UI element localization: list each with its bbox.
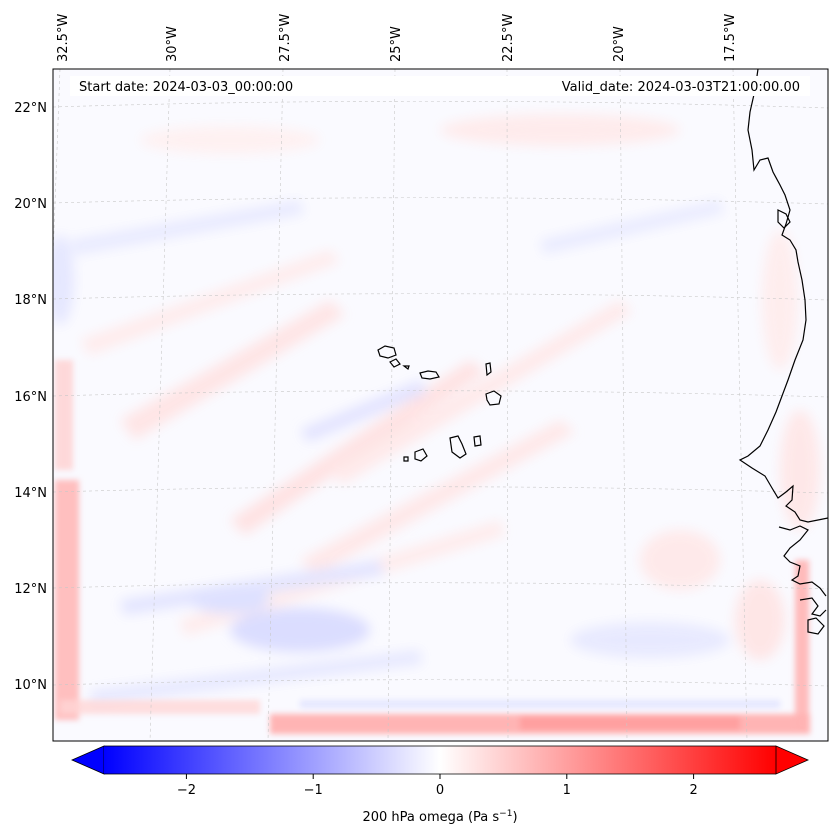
lon-label: 30°W xyxy=(165,26,180,62)
colorbar-tick-label: 0 xyxy=(436,783,444,798)
colorbar-label: 200 hPa omega (Pa s−1) xyxy=(362,809,517,825)
island-sal xyxy=(485,362,492,377)
lat-label: 18°N xyxy=(14,293,47,308)
colorbar-extend-low xyxy=(71,745,105,775)
colorbar-tick-label: 1 xyxy=(563,783,571,798)
island-brava xyxy=(403,456,409,462)
island-santiago xyxy=(449,435,467,459)
lat-label: 22°N xyxy=(14,101,47,116)
lon-label: 32.5°W xyxy=(56,14,71,62)
coastline xyxy=(738,69,828,635)
lon-label: 25°W xyxy=(389,26,404,62)
colorbar-ticks: −2 −1 0 1 2 xyxy=(177,774,698,798)
omega-field xyxy=(53,114,820,734)
map-area: Start date: 2024-03-03_00:00:00 Valid_da… xyxy=(52,68,829,742)
lat-label: 10°N xyxy=(14,678,47,693)
island-sao-nicolau xyxy=(419,370,440,380)
island-santa-luzia xyxy=(402,365,410,370)
start-date-label: Start date: 2024-03-03_00:00:00 xyxy=(79,80,293,95)
latitude-labels: 22°N 20°N 18°N 16°N 14°N 12°N 10°N xyxy=(14,101,47,693)
colorbar-tick-label: 2 xyxy=(689,783,697,798)
graticule xyxy=(53,69,828,741)
island-boa-vista xyxy=(485,390,502,406)
colorbar: −2 −1 0 1 2 200 hPa omega (Pa s−1) xyxy=(71,745,809,825)
colorbar-body xyxy=(104,746,776,774)
colorbar-extend-high xyxy=(775,745,809,775)
lon-label: 20°W xyxy=(612,26,627,62)
island-sao-vicente xyxy=(389,358,401,368)
island-maio xyxy=(473,435,482,447)
colorbar-tick-label: −2 xyxy=(177,783,196,798)
island-santo-antao xyxy=(377,345,397,359)
lon-label: 17.5°W xyxy=(723,14,738,62)
cape-verde-islands xyxy=(377,345,502,462)
colorbar-tick-label: −1 xyxy=(304,783,323,798)
island-fogo xyxy=(414,448,428,462)
valid-date-label: Valid_date: 2024-03-03T21:00:00.00 xyxy=(562,80,800,95)
longitude-labels: 32.5°W 30°W 27.5°W 25°W 22.5°W 20°W 17.5… xyxy=(56,14,738,62)
lat-label: 12°N xyxy=(14,582,47,597)
lat-label: 16°N xyxy=(14,390,47,405)
lon-label: 27.5°W xyxy=(278,14,293,62)
lat-label: 14°N xyxy=(14,486,47,501)
lat-label: 20°N xyxy=(14,197,47,212)
lon-label: 22.5°W xyxy=(501,14,516,62)
